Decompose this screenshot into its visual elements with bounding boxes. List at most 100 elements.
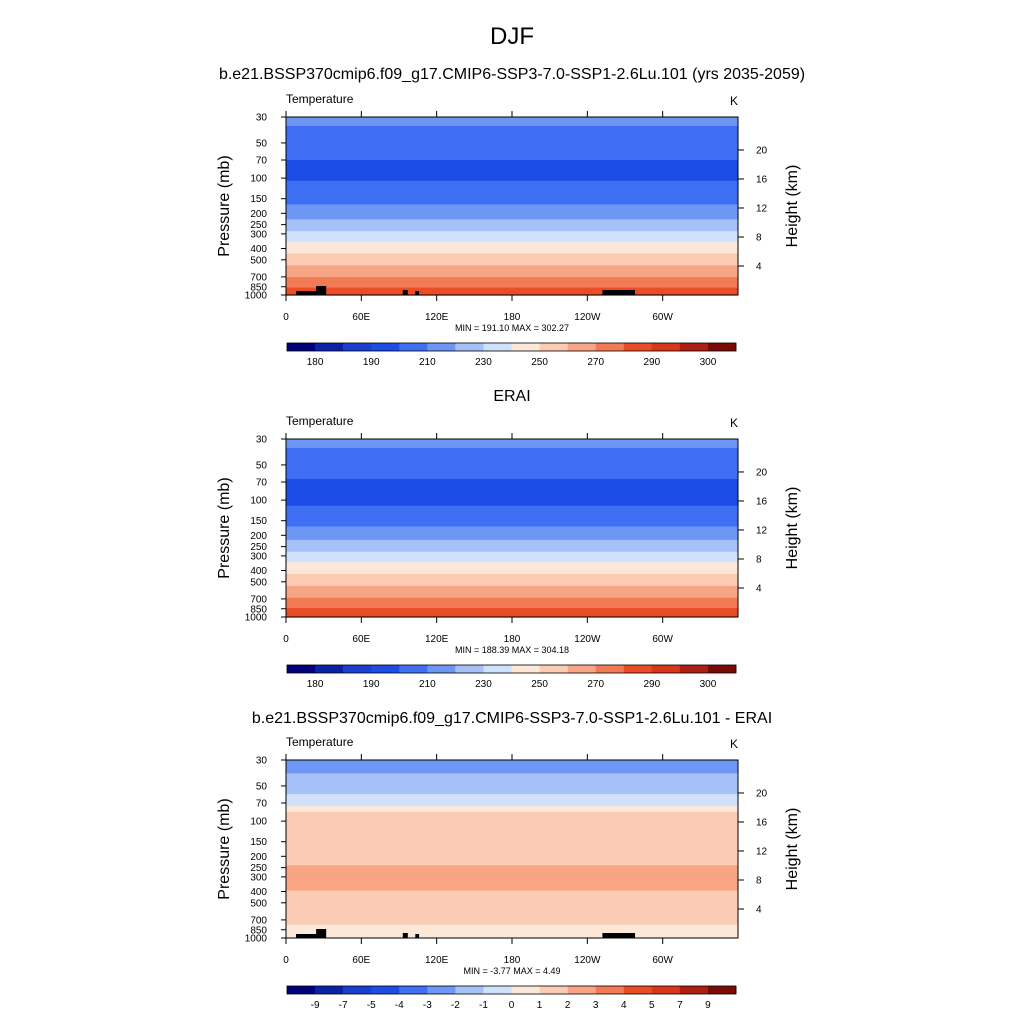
contour-band [286,603,738,606]
colorbar-swatch [343,343,372,351]
x-tick-label: 120E [425,955,449,966]
contour-band [286,128,738,131]
contour-band [286,213,738,216]
contour-band [286,866,738,869]
contour-band [286,507,738,510]
contour-band [286,234,738,237]
contour-band [286,198,738,201]
contour-band [286,250,738,253]
y-tick-label: 1000 [245,291,268,302]
contour-band [286,502,738,505]
y-tick-label: 400 [250,566,267,577]
colorbar-label: 290 [643,679,660,690]
colorbar-swatch [567,665,596,673]
colorbar-label: 270 [587,679,604,690]
contour-band [286,875,738,878]
contour-band [286,274,738,277]
y-tick-label: 70 [256,799,268,810]
contour-band [286,557,738,560]
contour-band [286,889,738,892]
y-axis-right: 4 8 12 16 20 [738,467,768,594]
colorbar-swatch [511,343,540,351]
contour-band [286,143,738,146]
contour-band [286,569,738,572]
contour-band [286,528,738,531]
contour-band [286,890,738,893]
contour-band [286,847,738,850]
y-tick-label: 150 [250,194,267,205]
colorbar-swatch [315,986,344,994]
y-right-axis-label: Height (km) [784,165,801,248]
contour-band [286,464,738,467]
contour-band [286,811,738,814]
colorbar-swatch [455,665,484,673]
units-label: K [730,416,738,430]
contour-band [286,854,738,858]
colorbar-frame [286,664,737,674]
y-tick-label: 50 [256,138,268,149]
contour-band [286,283,738,286]
x-tick-label: 120E [425,634,449,645]
y-tick-label: 200 [250,209,267,220]
contour-band [286,563,738,566]
contour-band [286,896,738,899]
contour-band [286,550,738,553]
contour-band [286,232,738,235]
contour-band [286,853,738,856]
contour-band [286,798,738,801]
contour-band [286,281,738,284]
contour-band [286,880,738,883]
y-tick-label: 200 [250,852,267,863]
x-tick-label: 180 [504,312,521,323]
contour-band [286,903,738,906]
contour-band [286,562,738,565]
contour-band [286,136,738,139]
colorbar: 180 190 210 230 250 270 290 300 [286,342,737,368]
contour-band [286,142,738,145]
contour-band [286,585,738,588]
contour-band [286,131,738,134]
contour-band [286,761,738,764]
contour-band [286,581,738,584]
x-axis: 0 60E 120E 180 120W 60W [283,754,674,966]
contour-band [286,519,738,522]
contour-band [286,456,738,459]
contour-band [286,804,738,807]
contour-band [286,249,738,252]
x-tick-label: 60E [352,634,370,645]
contour-band [286,124,738,127]
colorbar-swatch [623,986,653,994]
contour-band [286,453,738,456]
contour-band [286,899,738,902]
contour-band [286,767,738,770]
contour-band [286,773,738,776]
min-max-label: MIN = 191.10 MAX = 302.27 [455,323,569,333]
contour-band [286,844,738,847]
contour-band [286,513,738,516]
colorbar-swatch [595,665,625,673]
contour-band [286,828,738,831]
contour-band [286,856,738,859]
contour-band [286,449,738,452]
contour-band [286,917,738,920]
contour-band [286,831,738,834]
y-tick-label: 30 [256,435,268,446]
contour-band [286,914,738,917]
contour-band [286,777,738,780]
contour-band [286,489,738,492]
contour-band [286,535,738,538]
y-right-tick-label: 20 [756,467,768,478]
contour-band [286,241,738,244]
contour-band [286,823,738,826]
contour-band [286,810,738,813]
y-right-tick-label: 8 [756,875,762,886]
contour-band [286,869,738,872]
y-tick-label: 100 [250,817,267,828]
contour-band [286,119,738,123]
contour-band [286,548,738,551]
contour-band [286,597,738,600]
contour-band [286,244,738,247]
contour-band [286,260,738,263]
contour-band [286,499,738,502]
